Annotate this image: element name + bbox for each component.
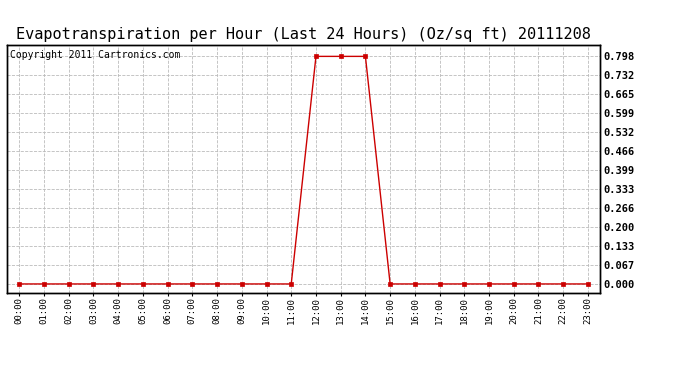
Text: Copyright 2011 Cartronics.com: Copyright 2011 Cartronics.com [10,50,180,60]
Title: Evapotranspiration per Hour (Last 24 Hours) (Oz/sq ft) 20111208: Evapotranspiration per Hour (Last 24 Hou… [16,27,591,42]
